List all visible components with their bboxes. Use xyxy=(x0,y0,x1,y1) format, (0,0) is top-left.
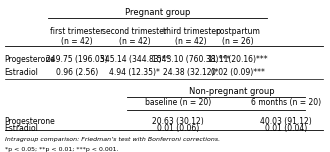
Text: Intragroup comparison: Friedman’s test with Bonferroni corrections.: Intragroup comparison: Friedman’s test w… xyxy=(5,137,220,142)
Text: 24.38 (32.12)*: 24.38 (32.12)* xyxy=(163,68,219,77)
Text: Progesterone: Progesterone xyxy=(5,117,55,126)
Text: baseline (n = 20): baseline (n = 20) xyxy=(145,98,212,107)
Text: 0.96 (2.56): 0.96 (2.56) xyxy=(56,68,98,77)
Text: postpartum
(n = 26): postpartum (n = 26) xyxy=(215,27,260,46)
Text: *p < 0.05; **p < 0.01; ***p < 0.001.: *p < 0.05; **p < 0.01; ***p < 0.001. xyxy=(5,147,118,152)
Text: 11.11(20.16)***: 11.11(20.16)*** xyxy=(208,55,268,64)
Text: Pregnant group: Pregnant group xyxy=(125,8,190,17)
Text: 40.03 (91.12): 40.03 (91.12) xyxy=(260,117,312,126)
Text: 249.75 (196.03): 249.75 (196.03) xyxy=(46,55,108,64)
Text: 4.94 (12.35)*: 4.94 (12.35)* xyxy=(110,68,160,77)
Text: Estradiol: Estradiol xyxy=(5,68,39,77)
Text: second trimester
(n = 42): second trimester (n = 42) xyxy=(102,27,167,46)
Text: first trimester
(n = 42): first trimester (n = 42) xyxy=(50,27,104,46)
Text: Non-pregnant group: Non-pregnant group xyxy=(189,87,275,96)
Text: Progesterone: Progesterone xyxy=(5,55,55,64)
Text: 545.14 (344.83)**: 545.14 (344.83)** xyxy=(100,55,170,64)
Text: 0.01 (0.06): 0.01 (0.06) xyxy=(157,124,199,133)
Text: 1543.10 (760.38)***: 1543.10 (760.38)*** xyxy=(152,55,230,64)
Text: 6 months (n = 20): 6 months (n = 20) xyxy=(251,98,321,107)
Text: 0.02 (0.09)***: 0.02 (0.09)*** xyxy=(211,68,265,77)
Text: 0.01 (0.04): 0.01 (0.04) xyxy=(265,124,307,133)
Text: Estradiol: Estradiol xyxy=(5,124,39,133)
Text: third trimester
(n = 42): third trimester (n = 42) xyxy=(163,27,219,46)
Text: 20.63 (30.12): 20.63 (30.12) xyxy=(152,117,204,126)
